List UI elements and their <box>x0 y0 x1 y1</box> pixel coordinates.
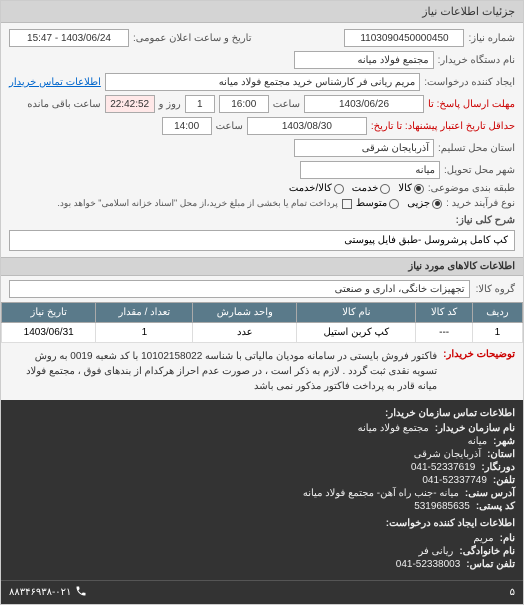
request-no-field: 1103090450000450 <box>344 29 464 47</box>
radio-icon <box>414 184 424 194</box>
radio-icon <box>432 199 442 209</box>
c-cphone: 041-52338003 <box>396 559 461 570</box>
org-label: نام دستگاه خریدار: <box>438 55 515 66</box>
radio-goods-service[interactable]: کالا/خدمت <box>289 183 344 194</box>
radio-small[interactable]: جزیی <box>407 198 442 209</box>
datetime-field: 1403/06/24 - 15:47 <box>9 29 129 47</box>
creator-contact-link[interactable]: اطلاعات تماس خریدار <box>9 77 101 88</box>
contact-section: اطلاعات تماس سازمان خریدار: نام سازمان خ… <box>1 400 523 580</box>
th-qty: تعداد / مقدار <box>96 303 193 323</box>
creator-label: ایجاد کننده درخواست: <box>424 77 515 88</box>
valid-time: 14:00 <box>162 117 212 135</box>
c-postal: 5319685635 <box>414 501 470 512</box>
c-cphone-label: تلفن تماس: <box>466 559 515 570</box>
c-postal-label: کد پستی: <box>476 501 515 512</box>
deadline-remain-day: 1 <box>185 95 215 113</box>
c-addr: میانه -جنب راه آهن- مجتمع فولاد میانه <box>303 488 459 499</box>
footer-phone: ۸۸۳۴۶۹۳۸-۰۲۱ <box>9 587 71 598</box>
cell-qty: 1 <box>96 323 193 343</box>
cell-row: 1 <box>472 323 522 343</box>
explain-label: توضیحات خریدار: <box>443 349 515 394</box>
request-no-label: شماره نیاز: <box>468 33 515 44</box>
c-lname: ریانی فر <box>419 546 454 557</box>
deadline-suffix: ساعت باقی مانده <box>27 99 100 110</box>
radio-goods[interactable]: کالا <box>398 183 424 194</box>
deadline-time-label: ساعت <box>273 99 300 110</box>
group-label: گروه کالا: <box>476 284 515 295</box>
c-org-label: نام سازمان خریدار: <box>435 423 515 434</box>
c-phone: 041-52337749 <box>422 475 487 486</box>
form-body: شماره نیاز: 1103090450000450 تاریخ و ساع… <box>1 23 523 257</box>
city-field: میانه <box>300 161 440 179</box>
category-label: طبقه بندی موضوعی: <box>428 183 515 194</box>
province-field: آذربایجان شرقی <box>294 139 434 157</box>
deadline-day-label: روز و <box>159 99 181 110</box>
c-province-label: استان: <box>487 449 515 460</box>
c-phone-label: تلفن: <box>493 475 515 486</box>
th-code: کد کالا <box>416 303 472 323</box>
deadline-send-date: 1403/06/26 <box>304 95 424 113</box>
radio-icon <box>380 184 390 194</box>
c-lname-label: نام خانوادگی: <box>459 546 515 557</box>
phone-icon <box>75 585 87 600</box>
purchase-radios: جزیی متوسط <box>356 198 442 209</box>
c-fname: مریم <box>473 533 493 544</box>
cell-date: 1403/06/31 <box>2 323 96 343</box>
items-table: ردیف کد کالا نام کالا واحد شمارش تعداد /… <box>1 302 523 343</box>
radio-icon <box>389 199 399 209</box>
th-name: نام کالا <box>297 303 416 323</box>
th-date: تاریخ نیاز <box>2 303 96 323</box>
contact-title-2: اطلاعات ایجاد کننده درخواست: <box>9 518 515 529</box>
c-fname-label: نام: <box>500 533 515 544</box>
c-fax: 041-52337619 <box>411 462 476 473</box>
need-text: کپ کامل پرشروسل -طبق فایل پیوستی <box>9 230 515 251</box>
contact-title-1: اطلاعات تماس سازمان خریدار: <box>9 408 515 419</box>
c-fax-label: دورنگار: <box>481 462 515 473</box>
cell-code: --- <box>416 323 472 343</box>
explain-text: فاکتور فروش بایستی در سامانه مودیان مالی… <box>9 349 437 394</box>
table-row[interactable]: 1 --- کپ کربن استیل عدد 1 1403/06/31 <box>2 323 523 343</box>
need-label: شرح کلی نیاز: <box>456 215 515 226</box>
valid-date: 1403/08/30 <box>247 117 367 135</box>
cell-name: کپ کربن استیل <box>297 323 416 343</box>
group-field: تجهیزات خانگی، اداری و صنعتی <box>9 280 470 298</box>
c-city-label: شهر: <box>493 436 515 447</box>
purchase-label: نوع فرآیند خرید : <box>446 198 515 209</box>
purchase-note: پرداخت تمام یا بخشی از مبلغ خرید،از محل … <box>57 198 337 209</box>
deadline-send-label: مهلت ارسال پاسخ: تا <box>428 99 515 110</box>
province-label: استان محل تسلیم: <box>438 143 515 154</box>
valid-time-label: ساعت <box>216 121 243 132</box>
footer: ۵ ۸۸۳۴۶۹۳۸-۰۲۱ <box>1 580 523 604</box>
c-province: آذربایجان شرقی <box>414 449 481 460</box>
datetime-label: تاریخ و ساعت اعلان عمومی: <box>133 33 252 44</box>
c-org: مجتمع فولاد میانه <box>358 423 429 434</box>
treasury-checkbox[interactable] <box>342 199 352 209</box>
valid-label: حداقل تاریخ اعتبار پیشنهاد: تا تاریخ: <box>371 121 515 132</box>
radio-service[interactable]: خدمت <box>352 183 391 194</box>
panel-title: جزئیات اطلاعات نیاز <box>1 1 523 23</box>
items-section-title: اطلاعات کالاهای مورد نیاز <box>1 257 523 276</box>
radio-icon <box>334 184 344 194</box>
th-unit: واحد شمارش <box>193 303 297 323</box>
category-radios: کالا خدمت کالا/خدمت <box>289 183 424 194</box>
cell-unit: عدد <box>193 323 297 343</box>
details-panel: جزئیات اطلاعات نیاز شماره نیاز: 11030904… <box>0 0 524 605</box>
th-row: ردیف <box>472 303 522 323</box>
city-label: شهر محل تحویل: <box>444 165 515 176</box>
deadline-send-time: 16:00 <box>219 95 269 113</box>
radio-medium[interactable]: متوسط <box>356 198 399 209</box>
deadline-remain-time: 22:42:52 <box>105 95 155 113</box>
c-addr-label: آدرس سنی: <box>465 488 515 499</box>
org-field: مجتمع فولاد میانه <box>294 51 434 69</box>
c-city: میانه <box>468 436 488 447</box>
footer-rating: ۵ <box>510 587 515 598</box>
creator-field: مریم ریانی فر کارشناس خرید مجتمع فولاد م… <box>105 73 420 91</box>
